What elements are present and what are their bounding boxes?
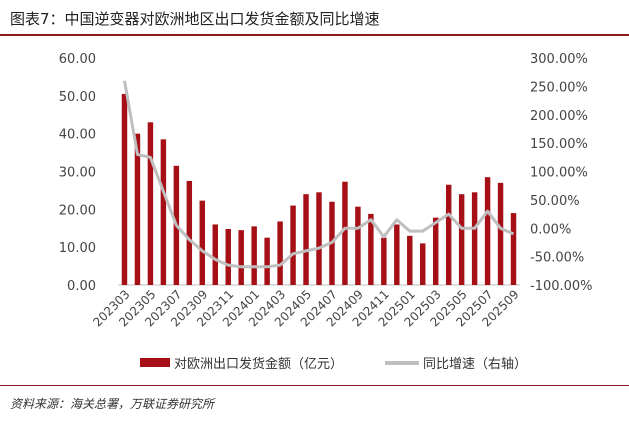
- legend-item-bar: 对欧洲出口发货金额（亿元）: [140, 353, 343, 372]
- bar-202310: [212, 224, 218, 285]
- title-bar: 图表7：中国逆变器对欧洲地区出口发货金额及同比增速: [0, 0, 629, 36]
- legend-item-line: 同比增速（右轴）: [385, 353, 527, 372]
- bar-202305: [147, 122, 154, 285]
- y-axis-right-tick-label: -50.00%: [530, 251, 584, 266]
- y-axis-left-tick-label: 30.00: [59, 166, 96, 181]
- bar-202507: [484, 177, 491, 285]
- y-axis-right-tick-label: 300.00%: [530, 52, 588, 67]
- bar-202409: [355, 206, 361, 285]
- bar-202309: [199, 200, 206, 285]
- bar-202506: [471, 192, 478, 285]
- y-axis-right-tick-label: 0.00%: [530, 222, 571, 237]
- y-axis-right-tick-label: 100.00%: [530, 166, 588, 181]
- y-axis-left-tick-label: 0.00: [67, 279, 96, 294]
- bar-202406: [316, 192, 322, 285]
- bar-202508: [497, 182, 504, 285]
- bar-202304: [134, 133, 141, 285]
- bar-202311: [225, 229, 231, 285]
- legend-label-bar: 对欧洲出口发货金额（亿元）: [174, 357, 344, 372]
- legend-swatch-bar: [140, 358, 170, 367]
- y-axis-left-tick-label: 10.00: [59, 241, 96, 256]
- bar-202402: [264, 237, 270, 285]
- y-axis-left-tick-label: 20.00: [59, 203, 96, 218]
- chart: 0.00 10.00 20.00 30.00 40.00 50.00 60.00 -100.0…: [59, 52, 593, 330]
- bar-202312: [238, 230, 244, 285]
- y-axis-right-tick-label: 150.00%: [530, 137, 588, 152]
- source-note: 资料来源：海关总署，万联证券研究所: [10, 397, 215, 411]
- bar-202408: [342, 181, 348, 285]
- bar-202411: [381, 237, 387, 285]
- bar-202505: [458, 194, 465, 285]
- y-axis-right-tick-label: -100.00%: [530, 279, 593, 294]
- bar-202503: [432, 217, 439, 285]
- bar-202403: [277, 221, 283, 285]
- bar-202410: [368, 213, 374, 285]
- y-axis-right-tick-label: 250.00%: [530, 80, 588, 95]
- legend-label-line: 同比增速（右轴）: [423, 357, 528, 372]
- bar-202405: [303, 194, 309, 285]
- footer-divider: [0, 385, 629, 386]
- bar-202306: [160, 139, 167, 285]
- y-axis-left-tick-label: 60.00: [59, 52, 96, 67]
- chart-title: 图表7：中国逆变器对欧洲地区出口发货金额及同比增速: [10, 10, 380, 28]
- bar-202404: [290, 205, 296, 285]
- y-axis-left-tick-label: 40.00: [59, 128, 96, 143]
- bar-202509: [510, 213, 517, 285]
- bar-202504: [445, 184, 452, 285]
- bar-202308: [186, 180, 193, 285]
- legend: 对欧洲出口发货金额（亿元） 同比增速（右轴）: [0, 353, 629, 377]
- yoy-growth-line: [123, 80, 515, 269]
- y-axis-left-tick-label: 50.00: [59, 90, 96, 105]
- bar-202401: [251, 226, 257, 285]
- y-axis-right-tick-label: 50.00%: [530, 194, 580, 209]
- bar-202303: [121, 93, 128, 285]
- y-axis-right-tick-label: 200.00%: [530, 109, 588, 124]
- legend-swatch-line: [385, 360, 419, 365]
- bar-202502: [420, 243, 426, 285]
- bar-202501: [407, 235, 413, 285]
- bar-202412: [394, 224, 400, 285]
